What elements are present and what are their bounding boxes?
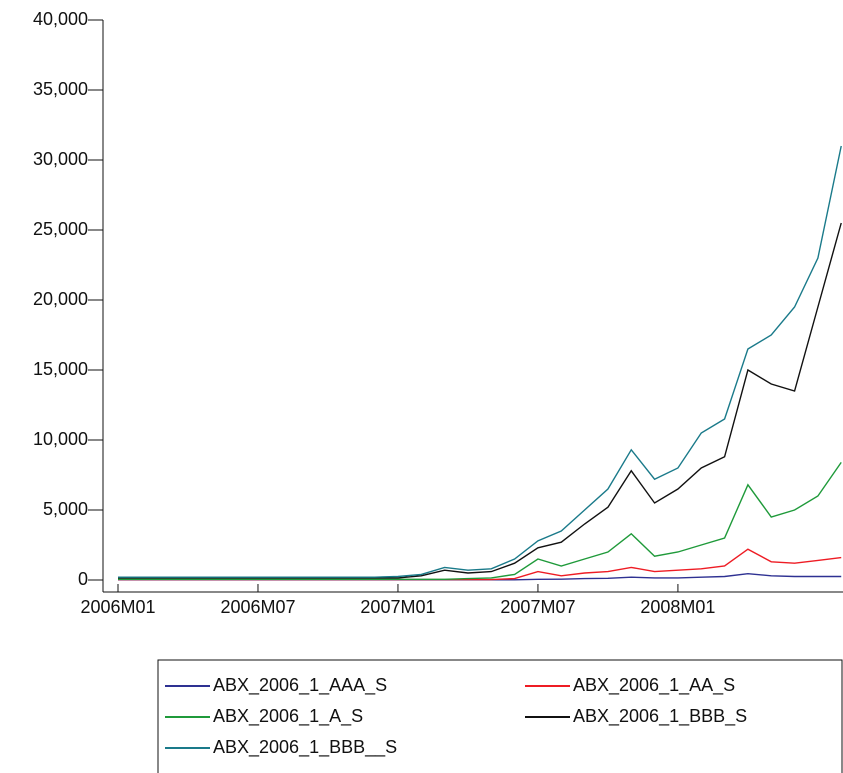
x-tick-label: 2007M01 [360,597,435,617]
x-tick-label: 2008M01 [640,597,715,617]
legend-label: ABX_2006_1_AAA_S [213,675,387,696]
series-line [118,222,842,579]
y-tick-label: 40,000 [33,9,88,29]
x-tick-label: 2007M07 [500,597,575,617]
legend-label: ABX_2006_1_BBB_S [573,706,747,727]
x-tick-label: 2006M01 [80,597,155,617]
y-tick-label: 25,000 [33,219,88,239]
y-tick-label: 5,000 [43,499,88,519]
y-tick-label: 30,000 [33,149,88,169]
y-tick-label: 20,000 [33,289,88,309]
legend-label: ABX_2006_1_A_S [213,706,363,727]
y-tick-label: 35,000 [33,79,88,99]
legend-label: ABX_2006_1_AA_S [573,675,735,696]
y-tick-label: 0 [78,569,88,589]
y-tick-label: 10,000 [33,429,88,449]
series-line [118,145,842,578]
legend-box [157,659,843,773]
y-tick-label: 15,000 [33,359,88,379]
legend-label: ABX_2006_1_BBB__S [213,737,397,758]
x-tick-label: 2006M07 [220,597,295,617]
series-line [118,462,842,580]
